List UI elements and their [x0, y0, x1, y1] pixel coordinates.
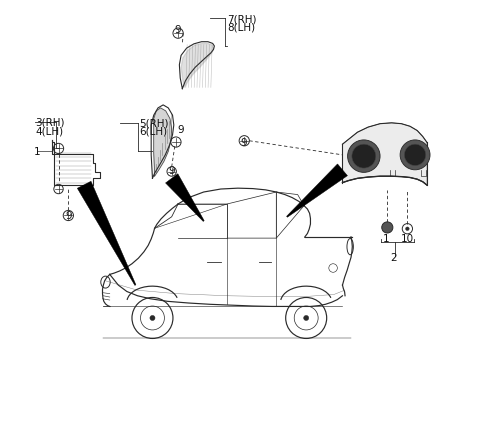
Circle shape	[382, 222, 393, 233]
Text: 1: 1	[34, 146, 40, 156]
Circle shape	[404, 145, 426, 166]
Text: 9: 9	[240, 138, 247, 148]
Text: 4(LH): 4(LH)	[35, 126, 63, 136]
Text: 6(LH): 6(LH)	[140, 126, 168, 136]
Text: 2: 2	[390, 253, 397, 263]
Text: 9: 9	[65, 210, 72, 220]
Text: 5(RH): 5(RH)	[140, 118, 169, 129]
Circle shape	[304, 316, 309, 321]
Text: 1: 1	[383, 233, 390, 244]
Text: 9: 9	[175, 25, 181, 35]
Text: 10: 10	[401, 233, 414, 244]
Text: 7(RH): 7(RH)	[227, 14, 257, 24]
Circle shape	[150, 316, 155, 321]
Circle shape	[400, 141, 430, 170]
Polygon shape	[342, 124, 427, 186]
Polygon shape	[181, 44, 214, 88]
Text: 9: 9	[178, 125, 184, 135]
Polygon shape	[154, 109, 172, 177]
Text: 3(RH): 3(RH)	[35, 118, 64, 128]
Text: 9: 9	[168, 165, 175, 176]
Text: 8(LH): 8(LH)	[227, 23, 255, 33]
Circle shape	[348, 141, 380, 173]
Circle shape	[352, 145, 376, 169]
Circle shape	[406, 227, 409, 231]
Polygon shape	[166, 174, 204, 222]
Polygon shape	[77, 182, 136, 286]
Polygon shape	[287, 164, 348, 218]
